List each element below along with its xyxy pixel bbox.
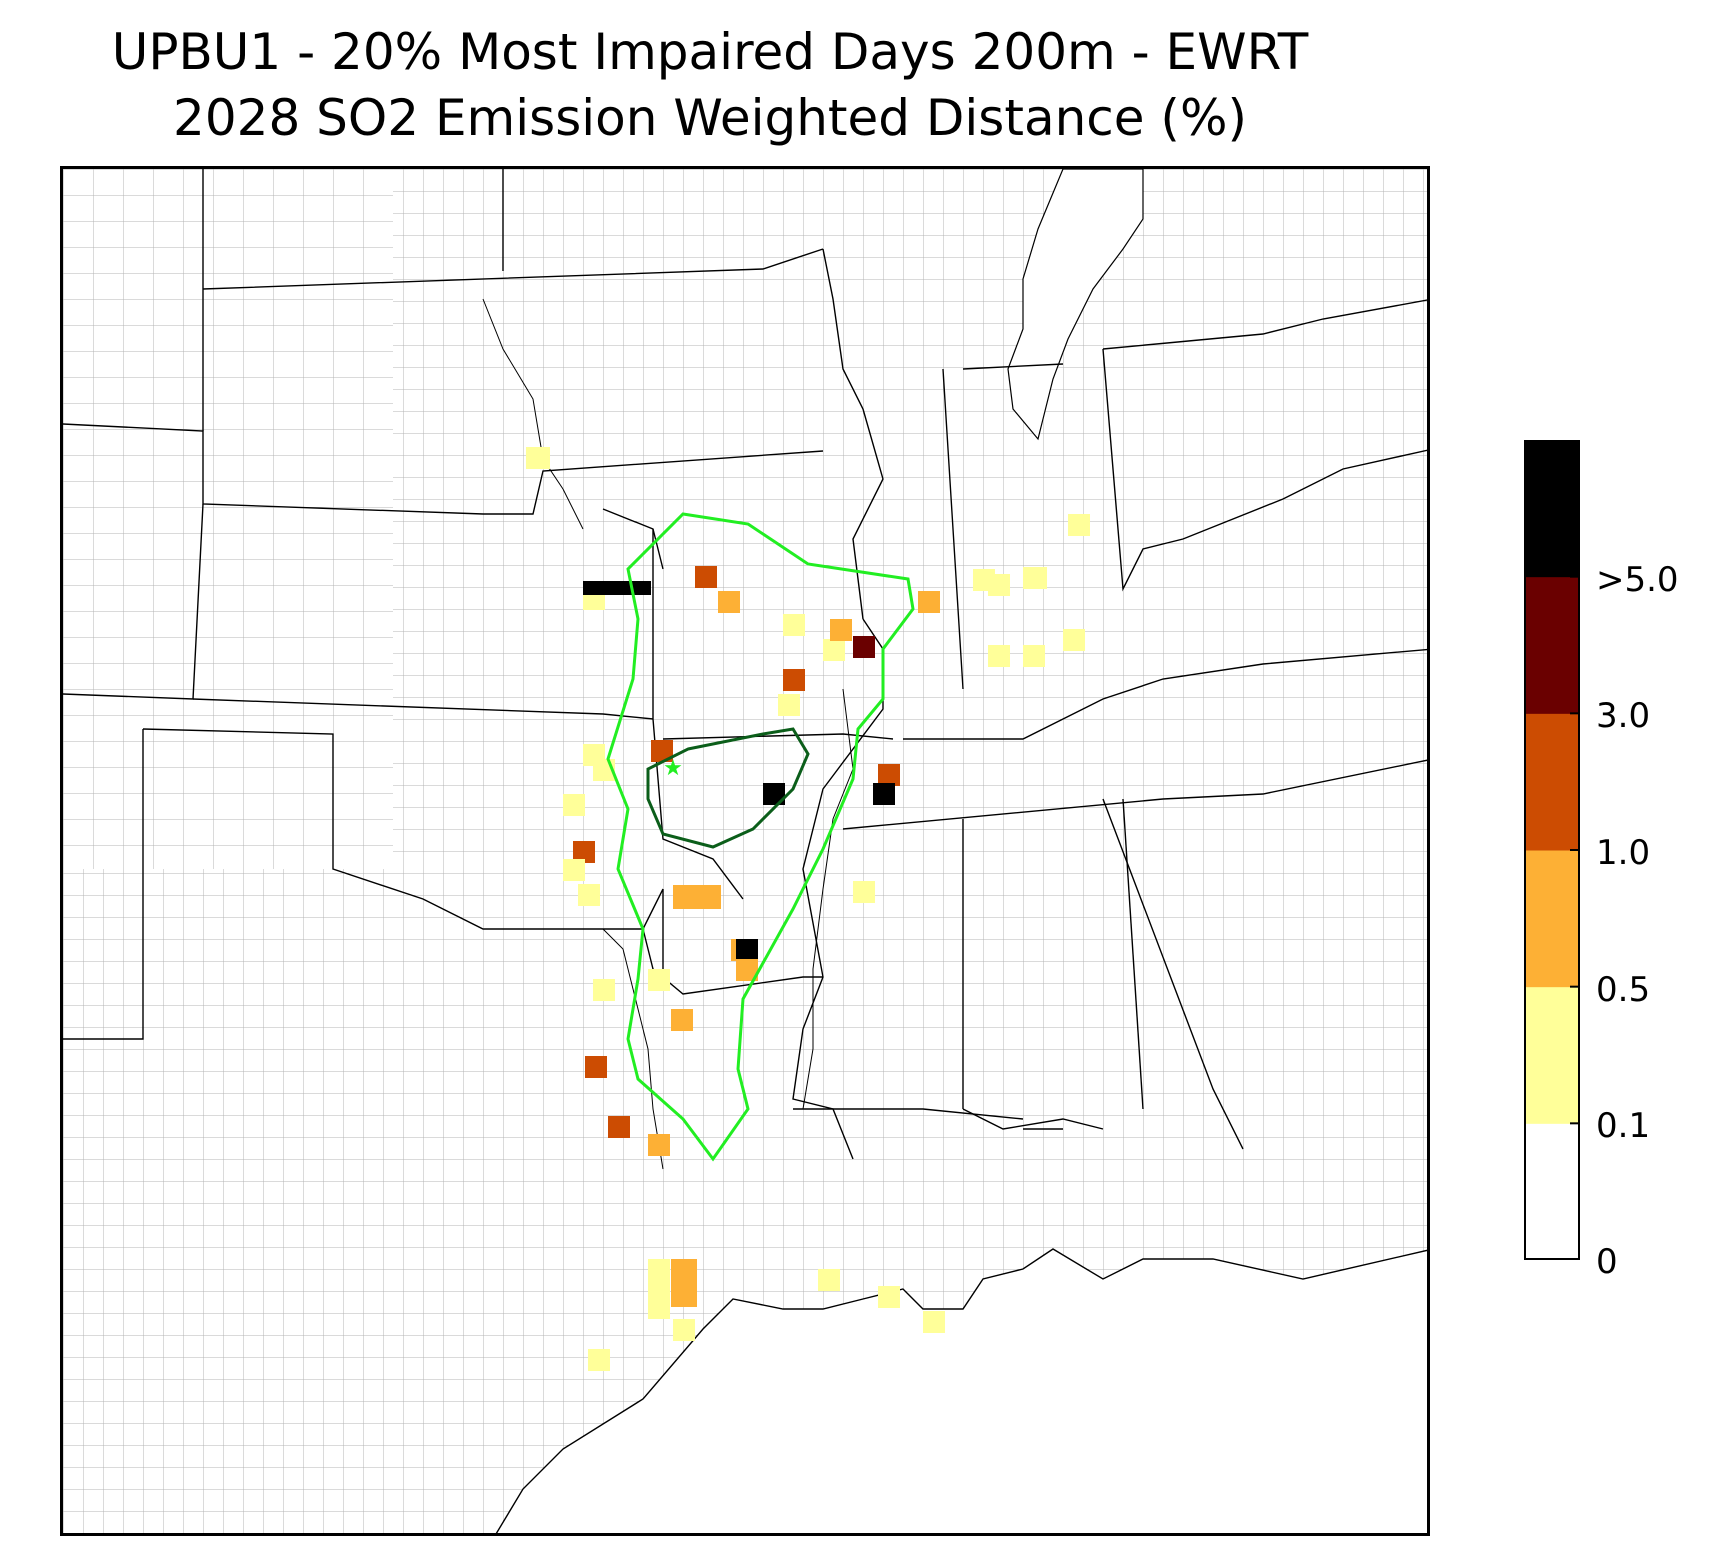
cell-se-missouri (878, 764, 900, 786)
cell-s-missouri-4 (873, 783, 895, 805)
colorbar-bin-2 (1524, 850, 1580, 988)
cell-nw-missouri-1 (695, 566, 717, 588)
cell-louisiana-1 (818, 1269, 840, 1291)
colorbar-bin-0 (1524, 1123, 1580, 1260)
cb-label-1.0: 1.0 (1596, 833, 1651, 873)
title-line-2: 2028 SO2 Emission Weighted Distance (%) (173, 89, 1247, 147)
cell-se-texas-1 (671, 1259, 697, 1307)
lake-michigan (1007, 169, 1144, 441)
cell-indiana-2 (988, 574, 1010, 596)
inner-contour (646, 727, 810, 849)
cell-ohio-river-3 (1063, 629, 1085, 651)
cell-sw-missouri (578, 884, 600, 906)
colorbar-bin-4 (1524, 576, 1580, 714)
state-boundaries (63, 169, 1427, 1160)
cell-se-kansas-1 (563, 794, 585, 816)
cell-w-arkansas (671, 1009, 693, 1031)
cell-ne-arkansas-2 (736, 959, 758, 981)
cell-ne-texas-2 (648, 1134, 670, 1156)
colorbar-bin-5 (1524, 440, 1580, 578)
cell-indiana-4 (1068, 514, 1090, 536)
cell-se-kansas-3 (563, 859, 585, 881)
cell-nw-arkansas (648, 969, 670, 991)
cb-label-0.5: 0.5 (1596, 970, 1651, 1010)
cell-central-illinois-3 (853, 636, 875, 658)
cell-ne-texas-1 (608, 1116, 630, 1138)
cb-label-gt5.0: >5.0 (1596, 560, 1679, 600)
cell-se-texas-2 (648, 1259, 670, 1319)
cell-indiana-west (918, 591, 940, 613)
green-star: ★ (663, 756, 683, 781)
cell-se-nebraska (526, 447, 550, 469)
cb-label-3.0: 3.0 (1596, 696, 1651, 736)
colorbar-ticks (1570, 575, 1580, 1260)
cell-ohio-river-2 (1023, 645, 1045, 667)
cell-louisiana-2 (878, 1286, 900, 1308)
cell-east-illinois (830, 619, 852, 641)
outer-contour (606, 512, 915, 1162)
gulf-coastline (495, 1248, 1427, 1533)
map-panel: ★ (60, 166, 1430, 1536)
colorbar (1524, 440, 1580, 1260)
cell-central-illinois-2 (783, 669, 805, 691)
cell-s-missouri-1 (673, 885, 721, 909)
cell-s-missouri-3 (763, 783, 785, 805)
cell-se-illinois (778, 694, 800, 716)
cell-s-texas (588, 1349, 610, 1371)
cell-nw-missouri-2 (718, 591, 740, 613)
cell-ne-oklahoma (593, 979, 615, 1001)
cb-label-0.1: 0.1 (1596, 1106, 1651, 1146)
colorbar-bins (1524, 440, 1580, 1260)
cell-ne-missouri (583, 581, 651, 595)
county-boundaries (63, 169, 1427, 1533)
cell-central-missouri (651, 740, 673, 762)
cell-se-oklahoma (585, 1056, 607, 1078)
emission-cells (526, 447, 1090, 1371)
map-canvas: ★ (63, 169, 1427, 1533)
cell-ohio-river-1 (988, 645, 1010, 667)
title-line-1: UPBU1 - 20% Most Impaired Days 200m - EW… (111, 23, 1309, 81)
cb-label-0: 0 (1596, 1242, 1618, 1282)
cell-ne-arkansas-1 (736, 939, 758, 961)
cell-louisiana-3 (923, 1311, 945, 1333)
cell-central-illinois-4 (823, 639, 845, 661)
colorbar-bin-1 (1524, 986, 1580, 1124)
colorbar-bin-3 (1524, 713, 1580, 851)
cell-central-illinois-1 (783, 614, 805, 636)
cell-w-tennessee (853, 881, 875, 903)
cell-se-kansas-2 (573, 841, 595, 863)
cell-indiana-3 (1023, 567, 1047, 589)
cell-se-texas-3 (673, 1319, 695, 1341)
